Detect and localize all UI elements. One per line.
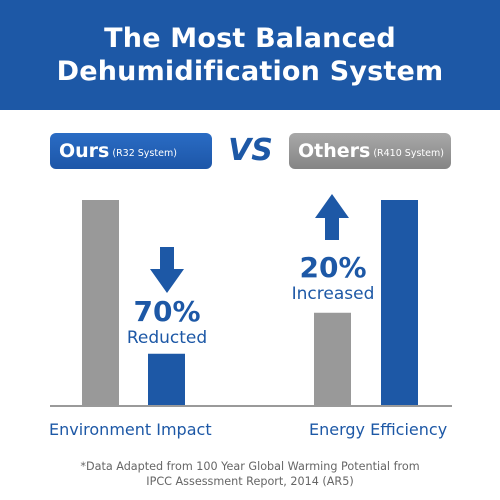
footnote-line-2: IPCC Assessment Report, 2014 (AR5) <box>146 475 354 488</box>
annotation-efficiency: 20% Increased <box>270 251 396 305</box>
annotation-environment-text: Reducted <box>126 328 208 348</box>
bar-efficiency-ours <box>381 200 418 405</box>
arrow-up-icon <box>315 194 349 240</box>
legend-others-label: Others <box>298 140 371 162</box>
annotation-environment: 70% Reducted <box>104 295 230 349</box>
vs-label: VS <box>228 133 273 168</box>
title-line-2: Dehumidification System <box>56 56 444 87</box>
arrow-down-icon <box>150 247 184 293</box>
annotation-efficiency-percent: 20% <box>299 251 367 284</box>
legend-others-sub: (R410 System) <box>373 147 444 159</box>
bar-environment-ours <box>148 353 185 405</box>
legend-ours: Ours (R32 System) <box>50 133 212 169</box>
annotation-environment-percent: 70% <box>133 295 201 328</box>
legend-ours-sub: (R32 System) <box>112 147 177 159</box>
header-banner: The Most Balanced Dehumidification Syste… <box>0 0 500 110</box>
category-label-efficiency: Energy Efficiency <box>309 420 448 439</box>
footnote-line-1: *Data Adapted from 100 Year Global Warmi… <box>80 460 420 473</box>
title-line-1: The Most Balanced <box>104 23 396 54</box>
bar-efficiency-others <box>314 312 351 405</box>
annotation-efficiency-text: Increased <box>291 284 375 304</box>
legend-others: Others (R410 System) <box>289 133 451 169</box>
legend-ours-label: Ours <box>59 140 110 162</box>
bar-environment-others <box>82 200 119 405</box>
footnote: *Data Adapted from 100 Year Global Warmi… <box>0 459 500 489</box>
category-label-environment: Environment Impact <box>49 420 212 439</box>
